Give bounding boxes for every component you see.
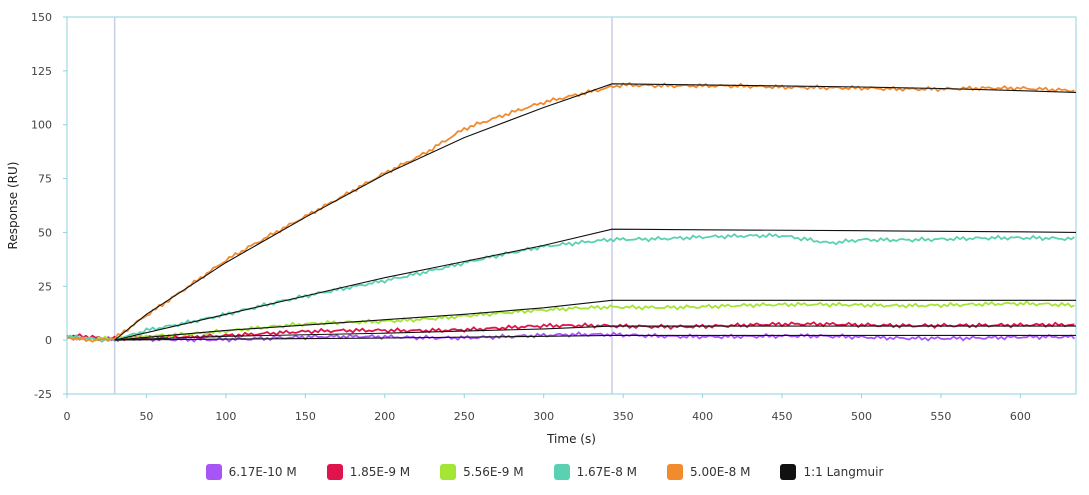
legend-swatch <box>440 464 457 480</box>
legend-swatch <box>667 464 683 480</box>
x-tick-label: 150 <box>295 410 316 423</box>
y-tick-label: 125 <box>31 65 52 78</box>
fit-line-0 <box>114 83 1077 341</box>
legend-swatch <box>780 464 797 480</box>
x-tick-label: 550 <box>930 410 951 423</box>
x-tick-label: 450 <box>772 410 793 423</box>
legend-label: 5.56E-9 M <box>463 465 524 479</box>
x-tick-label: 200 <box>374 410 395 423</box>
legend-label: 6.17E-10 M <box>228 465 297 479</box>
y-tick-label: 75 <box>38 173 52 186</box>
legend-item[interactable]: 5.56E-9 M <box>440 464 524 480</box>
y-tick-label: 25 <box>38 280 52 293</box>
y-tick-label: 100 <box>31 119 52 132</box>
legend-swatch <box>205 464 222 480</box>
x-tick-label: 400 <box>692 410 713 423</box>
legend-swatch <box>326 464 343 480</box>
legend-item[interactable]: 5.00E-8 M <box>667 464 750 480</box>
y-axis-title: Response (RU) <box>6 162 20 250</box>
x-tick-label: 500 <box>851 410 872 423</box>
y-tick-label: 150 <box>31 11 52 24</box>
legend-item[interactable]: 6.17E-10 M <box>205 464 297 480</box>
x-tick-label: 350 <box>613 410 634 423</box>
fit-line-1 <box>114 228 1077 341</box>
x-tick-label: 600 <box>1010 410 1031 423</box>
legend-label: 1.67E-8 M <box>576 465 637 479</box>
legend-item[interactable]: 1.85E-9 M <box>326 464 411 480</box>
legend-label: 1:1 Langmuir <box>803 465 884 479</box>
y-tick-label: -25 <box>34 388 52 401</box>
legend-label: 5.00E-8 M <box>690 465 751 479</box>
legend-item[interactable]: 1.67E-8 M <box>553 464 637 480</box>
x-tick-label: 100 <box>215 410 236 423</box>
y-tick-label: 0 <box>45 334 52 347</box>
fit-line-3 <box>114 325 1076 341</box>
legend-label: 1.85E-9 M <box>349 465 411 479</box>
fit-line-2 <box>114 299 1076 341</box>
legend-item[interactable]: 1:1 Langmuir <box>780 464 883 480</box>
y-tick-label: 50 <box>38 226 52 239</box>
x-tick-label: 50 <box>139 410 153 423</box>
x-axis-title: Time (s) <box>546 432 596 446</box>
x-tick-label: 250 <box>454 410 475 423</box>
legend-swatch <box>553 464 570 480</box>
x-tick-label: 0 <box>64 410 71 423</box>
series-line-0 <box>66 331 1076 343</box>
fit-line-4 <box>114 334 1076 341</box>
line-chart: -25 0 25 50 75 100 125 150 0 50 100 150 200 250 300 350… <box>6 11 1077 446</box>
series-line-4 <box>66 81 1075 343</box>
x-tick-label: 300 <box>533 410 554 423</box>
chart-legend: 6.17E-10 M 1.85E-9 M 5.56E-9 M 1.67E-8 M 5.0… <box>0 464 1089 480</box>
plot-frame <box>66 16 1077 395</box>
plot-area <box>66 81 1077 343</box>
